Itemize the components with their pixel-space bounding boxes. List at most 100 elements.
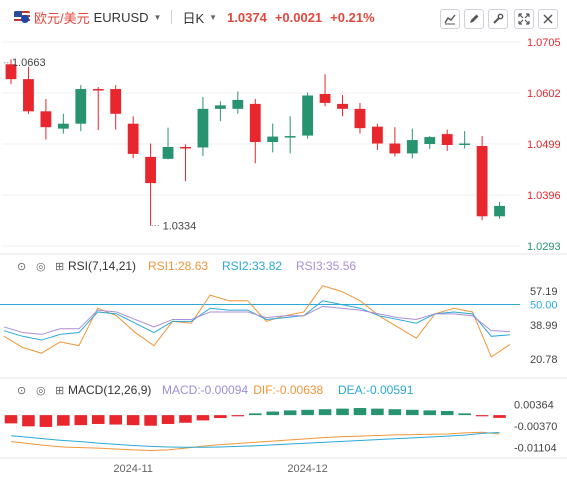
macd-axis-label: -0.00370 <box>514 421 557 433</box>
macd-histogram-bar <box>318 409 332 416</box>
close-icon[interactable] <box>538 9 558 29</box>
macd-histogram-bar <box>91 415 105 424</box>
candle-body <box>476 145 488 217</box>
candle-body <box>180 146 191 149</box>
rsi-axis-label: 38.99 <box>530 320 558 332</box>
macd-histogram-bar <box>266 411 280 416</box>
candle <box>284 116 296 154</box>
visibility-eye-icon[interactable]: ⊙ <box>17 261 26 273</box>
chevron-down-icon[interactable]: ▼ <box>153 12 162 22</box>
candle <box>441 129 453 151</box>
rsi-panel <box>3 285 511 358</box>
candle-body <box>110 89 122 114</box>
low-price-annotation: 1.0334 <box>163 221 197 233</box>
macd-panel <box>4 408 506 452</box>
candle <box>180 144 191 182</box>
rsi-line-rsi3 <box>3 305 511 335</box>
candle-body <box>354 108 366 129</box>
candle <box>5 59 17 85</box>
macd-header: ⊙ ◎ ⊞ MACD(12,26,9) MACD:-0.00094 DIF:-0.0063… <box>17 383 414 397</box>
macd-histogram-bar <box>22 415 35 427</box>
candle <box>127 116 139 159</box>
candle-body <box>232 99 244 109</box>
macd-histogram-bar <box>214 415 227 419</box>
macd-histogram-bar <box>388 409 402 416</box>
period-selector[interactable]: 日K <box>182 10 205 26</box>
settings-gear-icon[interactable]: ◎ <box>36 261 46 273</box>
settings-gear-icon[interactable]: ◎ <box>36 385 46 397</box>
macd-histogram-bar <box>353 408 367 416</box>
macd-legend-dif: DIF:-0.00638 <box>253 383 323 397</box>
macd-histogram-bar <box>336 408 349 416</box>
candle-body <box>162 146 174 159</box>
candle-body <box>197 108 209 148</box>
candle <box>40 98 52 140</box>
candle-body <box>406 140 418 154</box>
rsi-title: RSI(7,14,21) <box>68 259 136 273</box>
macd-histogram-bar <box>440 410 454 416</box>
candle <box>406 128 418 159</box>
visibility-eye-icon[interactable]: ⊙ <box>17 385 26 397</box>
indicator-switch-icon[interactable]: ⊞ <box>55 385 64 397</box>
candle <box>476 136 488 221</box>
macd-histogram-bar <box>57 415 70 426</box>
macd-axis-label: -0.01104 <box>514 443 557 455</box>
date-axis-label: 2024-11 <box>113 463 153 475</box>
macd-histogram-bar <box>406 409 419 416</box>
macd-axis-label: 0.00364 <box>514 399 554 411</box>
macd-histogram-bar <box>4 415 18 424</box>
candle-body <box>92 89 104 91</box>
candle <box>319 74 331 107</box>
candle-body <box>249 103 261 143</box>
rsi-legend-rsi2: RSI2:33.82 <box>222 259 282 273</box>
candle-body <box>319 93 331 103</box>
macd-histogram-bar <box>179 415 192 423</box>
macd-histogram-bar <box>196 415 210 421</box>
candle-body <box>372 126 383 144</box>
chart-line-icon[interactable] <box>440 9 460 29</box>
candle <box>75 85 87 132</box>
macd-dea-line <box>10 432 500 448</box>
toolbar-divider <box>171 10 173 24</box>
candle-body <box>5 64 17 80</box>
us-eu-flag-icon <box>14 11 30 23</box>
rsi-axis-label: 50.00 <box>530 299 558 311</box>
rsi-line-rsi2 <box>3 300 511 341</box>
candle-body <box>75 89 87 124</box>
price-axis-label: 1.0705 <box>527 37 561 49</box>
macd-histogram-bar <box>283 410 297 416</box>
candle-body <box>494 205 505 217</box>
candle-body <box>337 103 348 109</box>
period-chevron-down-icon[interactable]: ▼ <box>209 12 218 22</box>
candle <box>459 131 471 149</box>
macd-histogram-bar <box>458 413 471 416</box>
candle-body <box>389 143 401 154</box>
symbol-code[interactable]: EURUSD <box>93 9 149 25</box>
high-price-annotation: 1.0663 <box>12 57 46 69</box>
candle <box>389 127 401 157</box>
candle <box>92 87 104 131</box>
candle-body <box>284 136 296 138</box>
price-axis-label: 1.0499 <box>527 139 561 151</box>
indicator-switch-icon[interactable]: ⊞ <box>55 261 64 273</box>
macd-histogram-bar <box>493 415 506 418</box>
macd-histogram-bar <box>301 409 314 416</box>
pencil-icon[interactable] <box>464 9 484 29</box>
expand-icon[interactable] <box>514 9 534 29</box>
price-change: +0.0021 <box>274 9 323 25</box>
macd-histogram-bar <box>231 415 245 417</box>
candle <box>110 85 122 130</box>
macd-dif-line <box>10 431 500 452</box>
last-price: 1.0374 <box>227 9 267 25</box>
candle <box>162 127 174 160</box>
macd-title: MACD(12,26,9) <box>68 383 151 397</box>
symbol-name[interactable]: 欧元/美元 <box>34 10 90 26</box>
price-change-pct: +0.21% <box>330 9 375 25</box>
tool-icon[interactable] <box>488 9 508 29</box>
candle <box>57 113 69 134</box>
candle-body <box>57 123 69 129</box>
candle-body <box>23 79 34 112</box>
macd-histogram-bar <box>74 415 88 426</box>
candle <box>354 102 366 134</box>
